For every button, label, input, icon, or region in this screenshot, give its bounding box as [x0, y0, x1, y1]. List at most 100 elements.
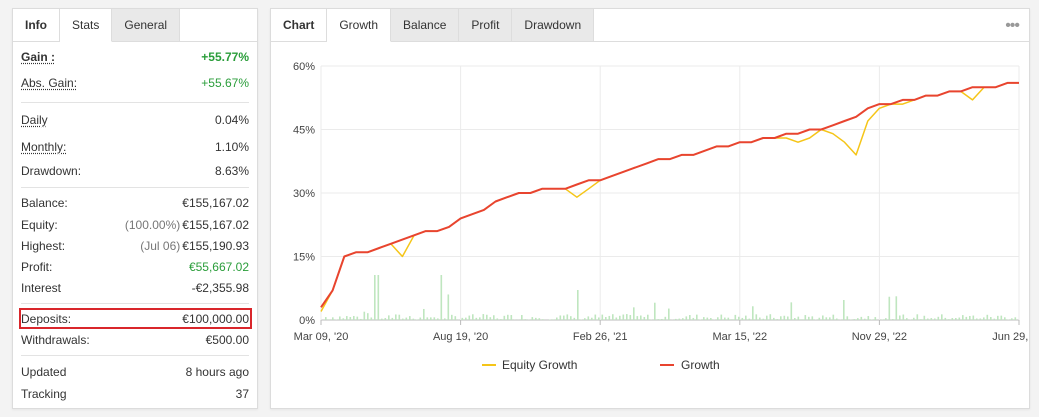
volume-bar [356, 316, 359, 320]
volume-bar [535, 317, 537, 320]
volume-bar [871, 319, 873, 320]
volume-bar [769, 314, 772, 320]
highest-value-wrap: (Jul 06) €155,190.93 [140, 239, 249, 253]
volume-bar [496, 318, 499, 320]
y-tick-label: 30% [293, 188, 315, 200]
y-axis-labels: 0% 15% 30% 45% 60% [293, 61, 315, 327]
volume-bar [923, 315, 926, 320]
volume-bar [993, 318, 996, 320]
volume-bar [741, 317, 744, 320]
volume-bar [937, 316, 940, 320]
volume-bar [657, 319, 660, 320]
volume-bar [755, 314, 758, 320]
volume-bar [552, 319, 555, 320]
volume-bar [689, 315, 691, 320]
volume-bar [622, 314, 625, 320]
tracking-row: Tracking 37 [21, 384, 249, 404]
volume-bar [647, 314, 649, 320]
volume-bar [759, 317, 761, 320]
volume-bar [444, 318, 446, 320]
tab-general[interactable]: General [112, 9, 181, 41]
daily-label[interactable]: Daily [21, 113, 48, 127]
tab-info[interactable]: Info [13, 9, 60, 41]
volume-bar [433, 317, 436, 320]
volume-bar [1004, 317, 1006, 320]
stats-tabs: Info Stats General [13, 9, 257, 42]
legend-equity-growth[interactable]: Equity Growth [482, 358, 577, 372]
volume-bar [734, 314, 737, 320]
legend-growth[interactable]: Growth [660, 358, 720, 372]
tab-stats[interactable]: Stats [60, 9, 113, 42]
withdrawals-row: Withdrawals: €500.00 [21, 330, 249, 350]
volume-bar [720, 314, 723, 320]
volume-bar [706, 317, 709, 320]
y-tick-label: 60% [293, 61, 315, 73]
volume-bar [801, 319, 803, 320]
divider [21, 303, 249, 304]
volume-bar [440, 275, 443, 320]
volume-bar [601, 314, 604, 320]
volume-bar [475, 317, 478, 320]
tab-growth[interactable]: Growth [327, 9, 392, 42]
abs-gain-label[interactable]: Abs. Gain: [21, 76, 78, 90]
volume-bar [370, 317, 373, 320]
volume-bar [811, 316, 814, 320]
equity-row: Equity: (100.00%) €155,167.02 [21, 215, 249, 235]
volume-bar [395, 314, 397, 320]
volume-bar [853, 319, 856, 320]
volume-bar [990, 317, 992, 320]
volume-bar [584, 318, 586, 320]
volume-bar [710, 318, 712, 320]
legend-equity-label: Equity Growth [502, 358, 577, 372]
volume-bar [930, 318, 933, 320]
volume-bar [412, 318, 415, 320]
tab-profit[interactable]: Profit [459, 9, 513, 41]
volume-bar [640, 315, 642, 320]
volume-bar [818, 317, 821, 320]
volume-bar [727, 317, 730, 320]
volume-bar [717, 317, 719, 320]
balance-row: Balance: €155,167.02 [21, 193, 249, 213]
volume-bar [591, 317, 593, 320]
volume-bar [566, 314, 569, 320]
volume-bar [346, 316, 348, 320]
monthly-label[interactable]: Monthly: [21, 140, 67, 154]
more-dots-icon[interactable]: ••• [1005, 17, 1020, 34]
volume-bar [860, 316, 863, 320]
volume-bar [402, 318, 404, 320]
volume-bar [664, 316, 667, 320]
volume-bar [780, 316, 782, 320]
volume-bar [524, 319, 527, 320]
tab-balance[interactable]: Balance [391, 9, 460, 41]
volume-bar [888, 296, 891, 320]
volume-bar [608, 315, 611, 320]
tracking-value: 37 [235, 387, 249, 401]
withdrawals-value: €500.00 [205, 333, 249, 347]
balance-label: Balance: [21, 196, 68, 210]
equity-value: €155,167.02 [182, 218, 249, 232]
volume-bar [605, 317, 607, 320]
volume-bar [482, 314, 485, 320]
gain-label[interactable]: Gain : [21, 50, 56, 64]
highest-value: €155,190.93 [182, 239, 249, 253]
volume-bar [776, 319, 779, 320]
volume-bar [1011, 318, 1013, 320]
deposits-highlight-box [19, 308, 252, 329]
volume-bar [430, 317, 432, 320]
chart-panel: Chart Growth Balance Profit Drawdown •••… [270, 8, 1030, 409]
volume-bar [832, 314, 835, 320]
volume-bar [825, 317, 828, 320]
volume-bar [797, 316, 800, 320]
volume-bar [738, 316, 740, 320]
tab-drawdown[interactable]: Drawdown [512, 9, 595, 41]
tab-chart[interactable]: Chart [271, 9, 328, 41]
volume-bar [836, 318, 838, 320]
volume-bar [472, 314, 474, 320]
interest-row: Interest -€2,355.98 [21, 278, 249, 298]
volume-bar [542, 319, 544, 320]
volume-bar [549, 319, 551, 320]
volume-bar [766, 315, 768, 320]
updated-value: 8 hours ago [185, 365, 249, 379]
volume-bar [538, 318, 541, 320]
divider [21, 102, 249, 103]
